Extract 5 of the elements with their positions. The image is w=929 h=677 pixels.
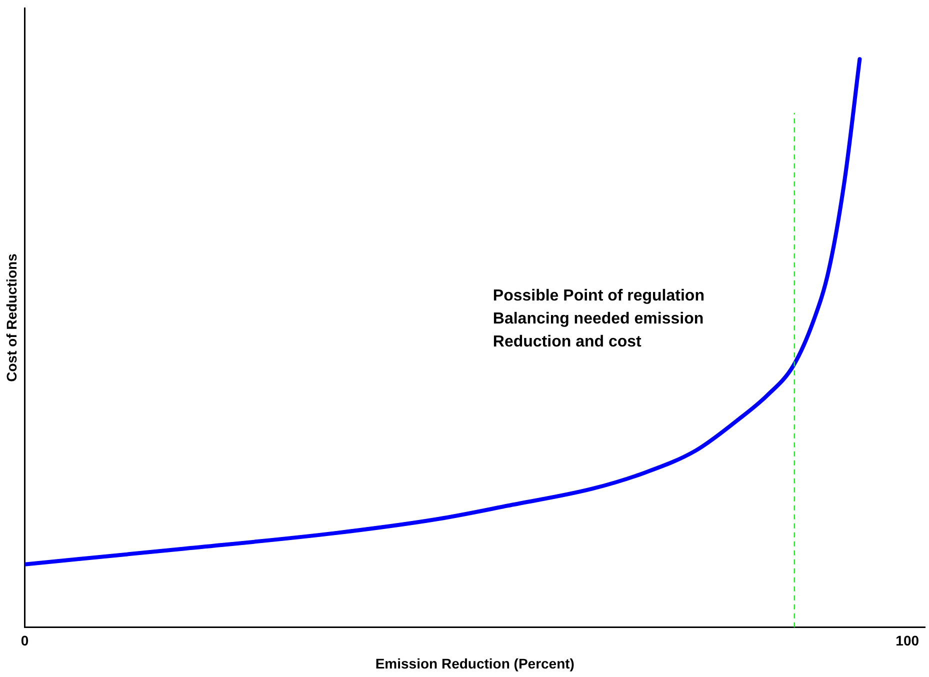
x-tick-label: 0 <box>20 632 29 649</box>
y-axis-title: Cost of Reductions <box>3 253 20 382</box>
x-axis-title: Emission Reduction (Percent) <box>375 655 574 672</box>
annotation: Possible Point of regulation Balancing needed emission Reduction and cost <box>492 287 704 350</box>
x-tick-label: 100 <box>896 632 920 649</box>
